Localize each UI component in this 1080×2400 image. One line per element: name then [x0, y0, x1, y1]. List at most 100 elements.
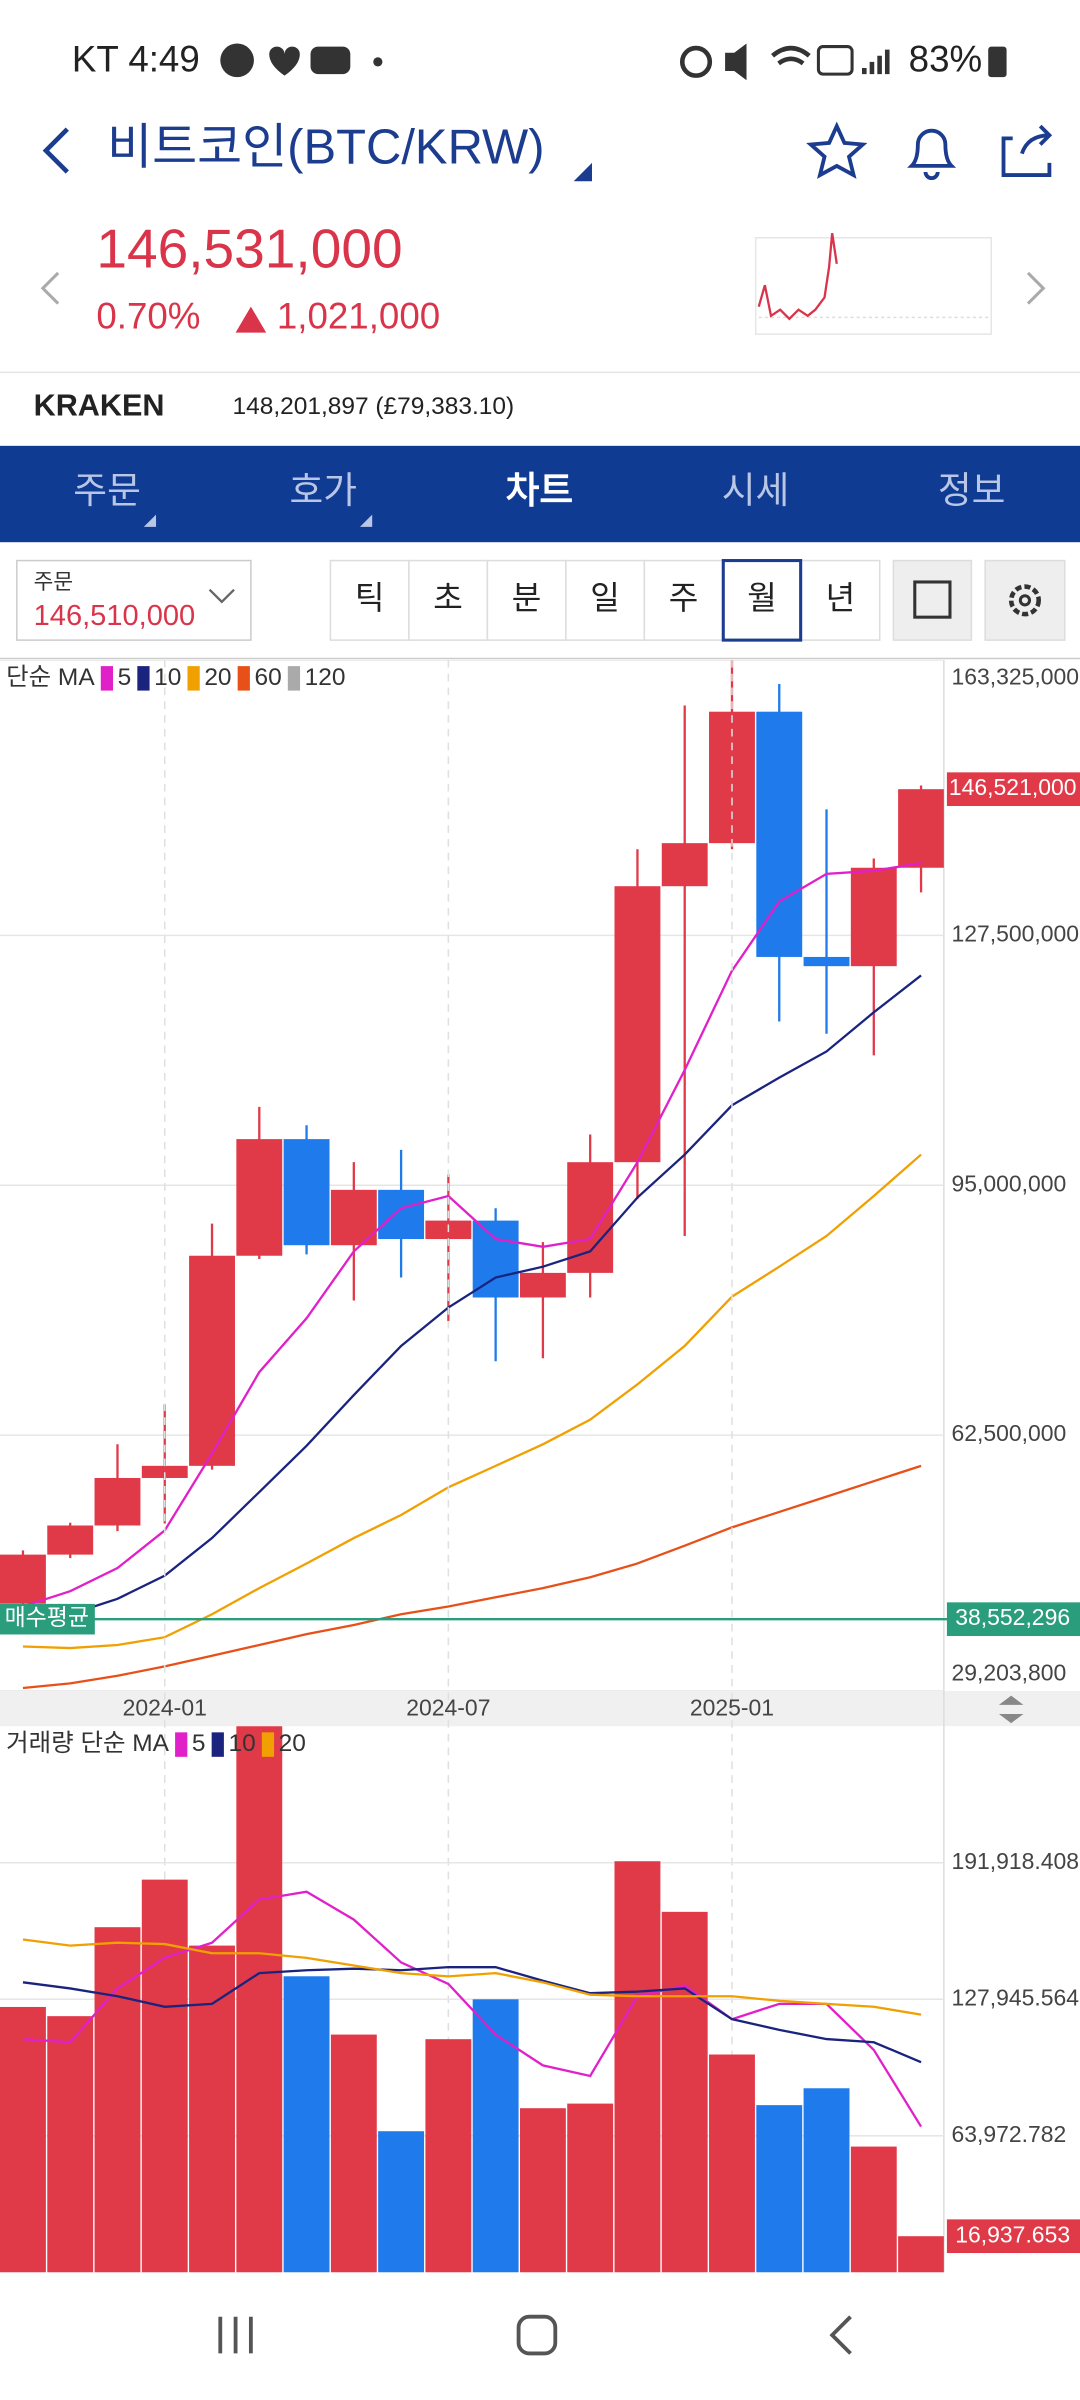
- legend-label: 5: [118, 664, 132, 691]
- ma-line: [22, 1938, 922, 2016]
- order-dropdown[interactable]: [208, 588, 235, 604]
- up-arrow: [235, 306, 267, 333]
- tab[interactable]: 호가: [289, 470, 357, 511]
- volume-bar: [141, 1879, 188, 2273]
- status-bar: KT 4:49 83%: [72, 39, 1007, 81]
- next-button[interactable]: [1026, 271, 1046, 305]
- mini-chart-line: [757, 233, 838, 321]
- candle-body: [94, 1477, 141, 1526]
- chart: 63,972.782 127,945.564 191,918.408 16,937.6…: [0, 1726, 1080, 2273]
- battery-icon: [988, 46, 1007, 78]
- ma-line: [22, 862, 922, 1608]
- candle-body: [141, 1465, 188, 1478]
- nav-bar: [0, 2275, 1080, 2400]
- volume-bar: [94, 1927, 141, 2273]
- exchange-name: KRAKEN: [34, 389, 165, 423]
- y-tick-label: 127,945.564: [952, 1984, 1080, 2010]
- period-label: 틱: [355, 580, 385, 616]
- volume-bar: [0, 2006, 46, 2273]
- period-button[interactable]: [329, 559, 410, 641]
- change-amount: 1,021,000: [277, 296, 440, 337]
- last-value-bg: [946, 2219, 1080, 2254]
- favorite-button[interactable]: [806, 121, 868, 179]
- period-button[interactable]: [800, 559, 881, 641]
- volume-bar: [330, 2034, 377, 2273]
- legend-label: 20: [279, 1730, 306, 1757]
- candle-body: [189, 1255, 235, 1466]
- back-button[interactable]: [42, 127, 69, 174]
- tab[interactable]: 주문: [73, 470, 141, 511]
- candle-body: [472, 1220, 519, 1298]
- settings-icon-core: [1018, 594, 1032, 607]
- period-label: 초: [433, 580, 463, 616]
- current-price: 146,531,000: [96, 218, 402, 280]
- legend-label: 10: [154, 664, 181, 691]
- period-label: 월: [747, 580, 777, 616]
- settings-button[interactable]: [984, 559, 1066, 641]
- draw-button[interactable]: [892, 559, 973, 641]
- change-percent: 0.70%: [96, 296, 200, 337]
- y-tick-label: 63,972.782: [952, 2121, 1067, 2147]
- last-value-label: 146,521,000: [949, 774, 1077, 800]
- page-title: 비트코인(BTC/KRW): [107, 121, 544, 175]
- period-button[interactable]: [486, 559, 567, 641]
- battery-level: 83%: [909, 39, 982, 80]
- title-dropdown[interactable]: [573, 162, 593, 182]
- ma-line: [22, 1464, 922, 1690]
- dot-icon: [373, 57, 383, 67]
- nav-back-button[interactable]: [829, 2315, 852, 2355]
- exchange-price: 148,201,897 (£79,383.10): [233, 393, 515, 420]
- tab[interactable]: 시세: [722, 470, 790, 511]
- legend-title: 거래량 단순 MA: [6, 1729, 170, 1757]
- order-price: 146,510,000: [34, 600, 196, 632]
- legend-swatch: [287, 666, 301, 691]
- recent-apps-button[interactable]: [218, 2316, 253, 2354]
- prev-button[interactable]: [40, 271, 60, 305]
- volume-bar: [850, 2146, 897, 2273]
- candle-body: [519, 1272, 566, 1298]
- order-box[interactable]: [16, 559, 252, 641]
- alarm-icon: [679, 45, 713, 78]
- share-button[interactable]: [1001, 124, 1053, 177]
- carrier-time: KT 4:49: [72, 39, 200, 80]
- x-tick-label: 2024-01: [123, 1694, 207, 1720]
- volume-bar: [472, 1999, 519, 2273]
- period-button[interactable]: [643, 559, 724, 641]
- legend-label: 10: [228, 1730, 255, 1757]
- volume-bar: [898, 2236, 944, 2273]
- hd-icon: [816, 45, 854, 76]
- volume-bar: [378, 2131, 425, 2273]
- legend-swatch: [211, 1732, 224, 1757]
- legend-label: 60: [254, 664, 281, 691]
- volume-bar: [661, 1911, 708, 2273]
- candle-body: [236, 1139, 283, 1256]
- plot-area: [0, 660, 944, 1692]
- volume-bar: [189, 1945, 235, 2273]
- tab-bar: [0, 445, 1080, 543]
- wifi-icon: [771, 45, 811, 66]
- y-tick-label: 95,000,000: [952, 1170, 1067, 1196]
- y-tick-label: 62,500,000: [952, 1420, 1067, 1446]
- candle-body: [614, 886, 661, 1163]
- x-tick-label: 2024-07: [406, 1694, 490, 1720]
- mute-icon: [725, 43, 747, 81]
- home-button[interactable]: [516, 2314, 558, 2356]
- alert-button[interactable]: [907, 128, 957, 181]
- signal-icon: [862, 49, 890, 75]
- legend-swatch: [187, 666, 200, 691]
- volume-bar: [709, 2054, 755, 2273]
- legend-swatch: [261, 1732, 275, 1757]
- y-tick-label: 163,325,000: [952, 663, 1080, 689]
- ma-line: [22, 1890, 923, 2128]
- resize-handle[interactable]: [998, 1695, 1024, 1724]
- reference-value-bg: [946, 1602, 1080, 1637]
- candle-body: [567, 1162, 614, 1273]
- y-tick-label: 127,500,000: [952, 920, 1080, 946]
- reference-value: 38,552,296: [955, 1604, 1070, 1630]
- tab[interactable]: 정보: [938, 470, 1006, 511]
- mini-chart: [754, 237, 993, 335]
- draw-icon: [913, 580, 952, 619]
- tab[interactable]: 차트: [506, 470, 574, 511]
- ma-line: [22, 1966, 922, 2064]
- order-label: 주문: [34, 570, 73, 594]
